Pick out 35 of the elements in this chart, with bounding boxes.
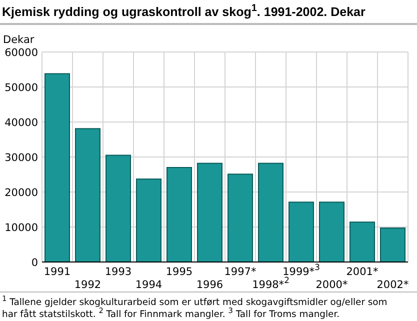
- y-tick-label: 30000: [4, 152, 38, 164]
- x-tick-label: 2001*: [346, 266, 378, 278]
- bar: [319, 202, 344, 262]
- bar: [197, 162, 222, 262]
- x-tick-label: 1999*$^{3}$: [282, 262, 320, 278]
- y-tick-label: 10000: [4, 222, 38, 234]
- x-tick-label: 1991: [44, 266, 71, 278]
- bar: [228, 174, 253, 262]
- bar: [166, 167, 192, 262]
- y-axis-title: Dekar: [3, 34, 35, 46]
- x-tick-label: 2000*: [316, 279, 348, 291]
- x-tick-label: 1994: [135, 279, 162, 291]
- x-tick-label: 1998*$^{2}$: [252, 275, 290, 291]
- bar: [136, 178, 162, 262]
- x-tick-label: 2002*: [376, 279, 409, 291]
- bar: [44, 73, 70, 262]
- x-tick-label: 1997*: [224, 266, 256, 278]
- y-tick-label: 0: [31, 257, 38, 269]
- y-tick-label: 50000: [4, 82, 38, 94]
- bar: [75, 128, 100, 262]
- text: har fått statstilskott. $^{2}$ Tall for Finnmark mangler. $^{3}$ Tall for Troms mangler.: [2, 306, 340, 320]
- x-tick-label: 1993: [104, 266, 132, 278]
- y-tick-label: 60000: [4, 47, 38, 59]
- bar: [106, 154, 131, 262]
- y-tick-label: 20000: [4, 187, 38, 199]
- x-tick-label: 1996: [196, 279, 224, 291]
- x-tick-label: 1995: [166, 266, 193, 278]
- bar: [380, 228, 406, 262]
- bar: [258, 162, 284, 262]
- bar: [288, 202, 314, 262]
- chart-title: Kjemisk rydding og ugraskontroll av skog$^{1}$. 1991-2002. Dekar: [2, 2, 366, 19]
- bar: [350, 222, 375, 262]
- text: $^{1}$ Tallene gjelder skogkulturarbeid som er utført med skogavgiftsmidler og/eller som: [2, 294, 388, 308]
- x-tick-label: 1992: [74, 279, 102, 291]
- y-tick-label: 40000: [4, 117, 38, 129]
